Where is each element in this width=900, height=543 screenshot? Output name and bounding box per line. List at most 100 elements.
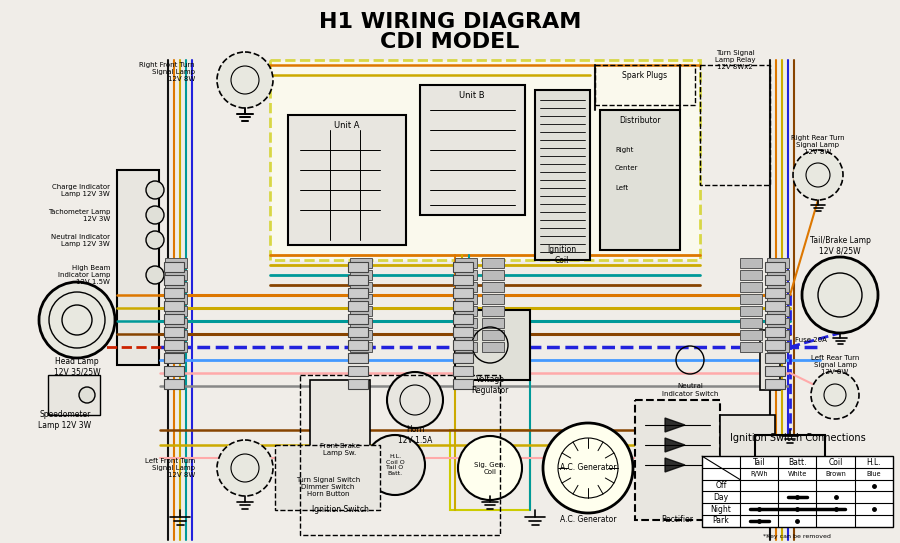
Bar — [635, 400, 720, 520]
Bar — [767, 330, 789, 340]
Bar — [164, 327, 184, 337]
Text: Voltage
Regulator: Voltage Regulator — [472, 375, 508, 395]
Bar — [455, 294, 477, 304]
Text: Park: Park — [713, 516, 730, 525]
Bar — [767, 306, 789, 316]
Bar — [765, 288, 785, 298]
Text: Ignition
Coil: Ignition Coil — [547, 245, 577, 264]
Bar — [455, 330, 477, 340]
Circle shape — [365, 435, 425, 495]
Bar — [348, 340, 368, 350]
Circle shape — [39, 282, 115, 358]
Bar — [482, 318, 504, 328]
Text: Ignition Switch: Ignition Switch — [311, 506, 368, 515]
Bar — [765, 301, 785, 311]
Circle shape — [217, 52, 273, 108]
Bar — [164, 275, 184, 285]
Bar — [164, 314, 184, 324]
Text: Turn Signal Switch
Dimmer Switch
Horn Button: Turn Signal Switch Dimmer Switch Horn Bu… — [296, 477, 360, 497]
Bar — [595, 65, 695, 105]
Bar — [48, 375, 100, 415]
Bar — [455, 318, 477, 328]
Bar — [164, 262, 184, 272]
Bar — [765, 275, 785, 285]
Text: Off: Off — [716, 481, 727, 490]
Circle shape — [543, 423, 633, 513]
Text: Spark Plugs: Spark Plugs — [623, 71, 668, 79]
Text: Battery
12V 9AH: Battery 12V 9AH — [773, 490, 806, 510]
Bar — [300, 375, 500, 535]
Text: Unit B: Unit B — [459, 91, 485, 99]
Circle shape — [146, 206, 164, 224]
Bar — [482, 306, 504, 316]
Circle shape — [146, 266, 164, 284]
Bar — [348, 314, 368, 324]
Bar — [767, 294, 789, 304]
Text: Charge Indicator
Lamp 12V 3W: Charge Indicator Lamp 12V 3W — [52, 184, 110, 197]
Bar — [348, 288, 368, 298]
Bar — [310, 380, 370, 455]
Bar — [740, 294, 762, 304]
Text: Tail/Brake Lamp
12V 8/25W: Tail/Brake Lamp 12V 8/25W — [810, 236, 870, 256]
Bar — [348, 275, 368, 285]
Bar — [482, 270, 504, 280]
Bar — [482, 330, 504, 340]
Bar — [453, 288, 473, 298]
Bar — [455, 306, 477, 316]
Bar — [455, 270, 477, 280]
Bar — [453, 327, 473, 337]
Bar — [453, 340, 473, 350]
Bar — [420, 85, 525, 215]
Bar — [765, 379, 785, 389]
Text: High Beam
Indicator Lamp
12V 1.5W: High Beam Indicator Lamp 12V 1.5W — [58, 265, 110, 285]
Text: Batt.: Batt. — [788, 458, 806, 466]
Bar — [740, 258, 762, 268]
Circle shape — [79, 387, 95, 403]
Text: Right Rear Turn
Signal Lamp
12V 8W: Right Rear Turn Signal Lamp 12V 8W — [791, 135, 845, 155]
Polygon shape — [665, 458, 685, 472]
Bar — [453, 379, 473, 389]
Text: Distributor: Distributor — [619, 116, 661, 124]
Text: Sig. Gen.
Coil: Sig. Gen. Coil — [474, 462, 506, 475]
Text: Right: Right — [615, 147, 634, 153]
Text: Ignition Switch Connections: Ignition Switch Connections — [730, 433, 865, 443]
Bar — [348, 366, 368, 376]
Text: Left Front Turn
Signal Lamp
12V 8W: Left Front Turn Signal Lamp 12V 8W — [145, 458, 195, 478]
Bar — [535, 90, 590, 260]
Circle shape — [146, 181, 164, 199]
Bar — [740, 306, 762, 316]
Circle shape — [811, 371, 859, 419]
Bar — [740, 282, 762, 292]
Bar — [455, 282, 477, 292]
Bar — [165, 342, 187, 352]
Bar — [767, 258, 789, 268]
Bar — [740, 318, 762, 328]
Text: Night: Night — [711, 504, 732, 514]
Bar — [600, 110, 680, 250]
Bar — [350, 306, 372, 316]
Bar — [165, 282, 187, 292]
Bar — [164, 353, 184, 363]
Text: White: White — [788, 471, 807, 477]
Bar — [450, 430, 530, 510]
Bar — [165, 330, 187, 340]
Text: R/Wh: R/Wh — [751, 471, 768, 477]
Bar — [740, 270, 762, 280]
Text: Coil: Coil — [828, 458, 842, 466]
Text: Left: Left — [615, 185, 628, 191]
Circle shape — [802, 257, 878, 333]
Bar — [482, 294, 504, 304]
Bar — [765, 327, 785, 337]
Bar — [453, 353, 473, 363]
Polygon shape — [665, 418, 685, 432]
Bar — [755, 435, 825, 495]
Bar — [117, 170, 159, 365]
Text: Fuse 20A: Fuse 20A — [795, 337, 827, 343]
Text: Neutral
Indicator Switch: Neutral Indicator Switch — [662, 383, 718, 396]
Bar — [165, 306, 187, 316]
Text: Left Rear Turn
Signal Lamp
12V 8W: Left Rear Turn Signal Lamp 12V 8W — [811, 355, 859, 375]
Text: Tail: Tail — [753, 458, 766, 466]
Bar — [765, 353, 785, 363]
Bar — [348, 379, 368, 389]
Polygon shape — [665, 438, 685, 452]
